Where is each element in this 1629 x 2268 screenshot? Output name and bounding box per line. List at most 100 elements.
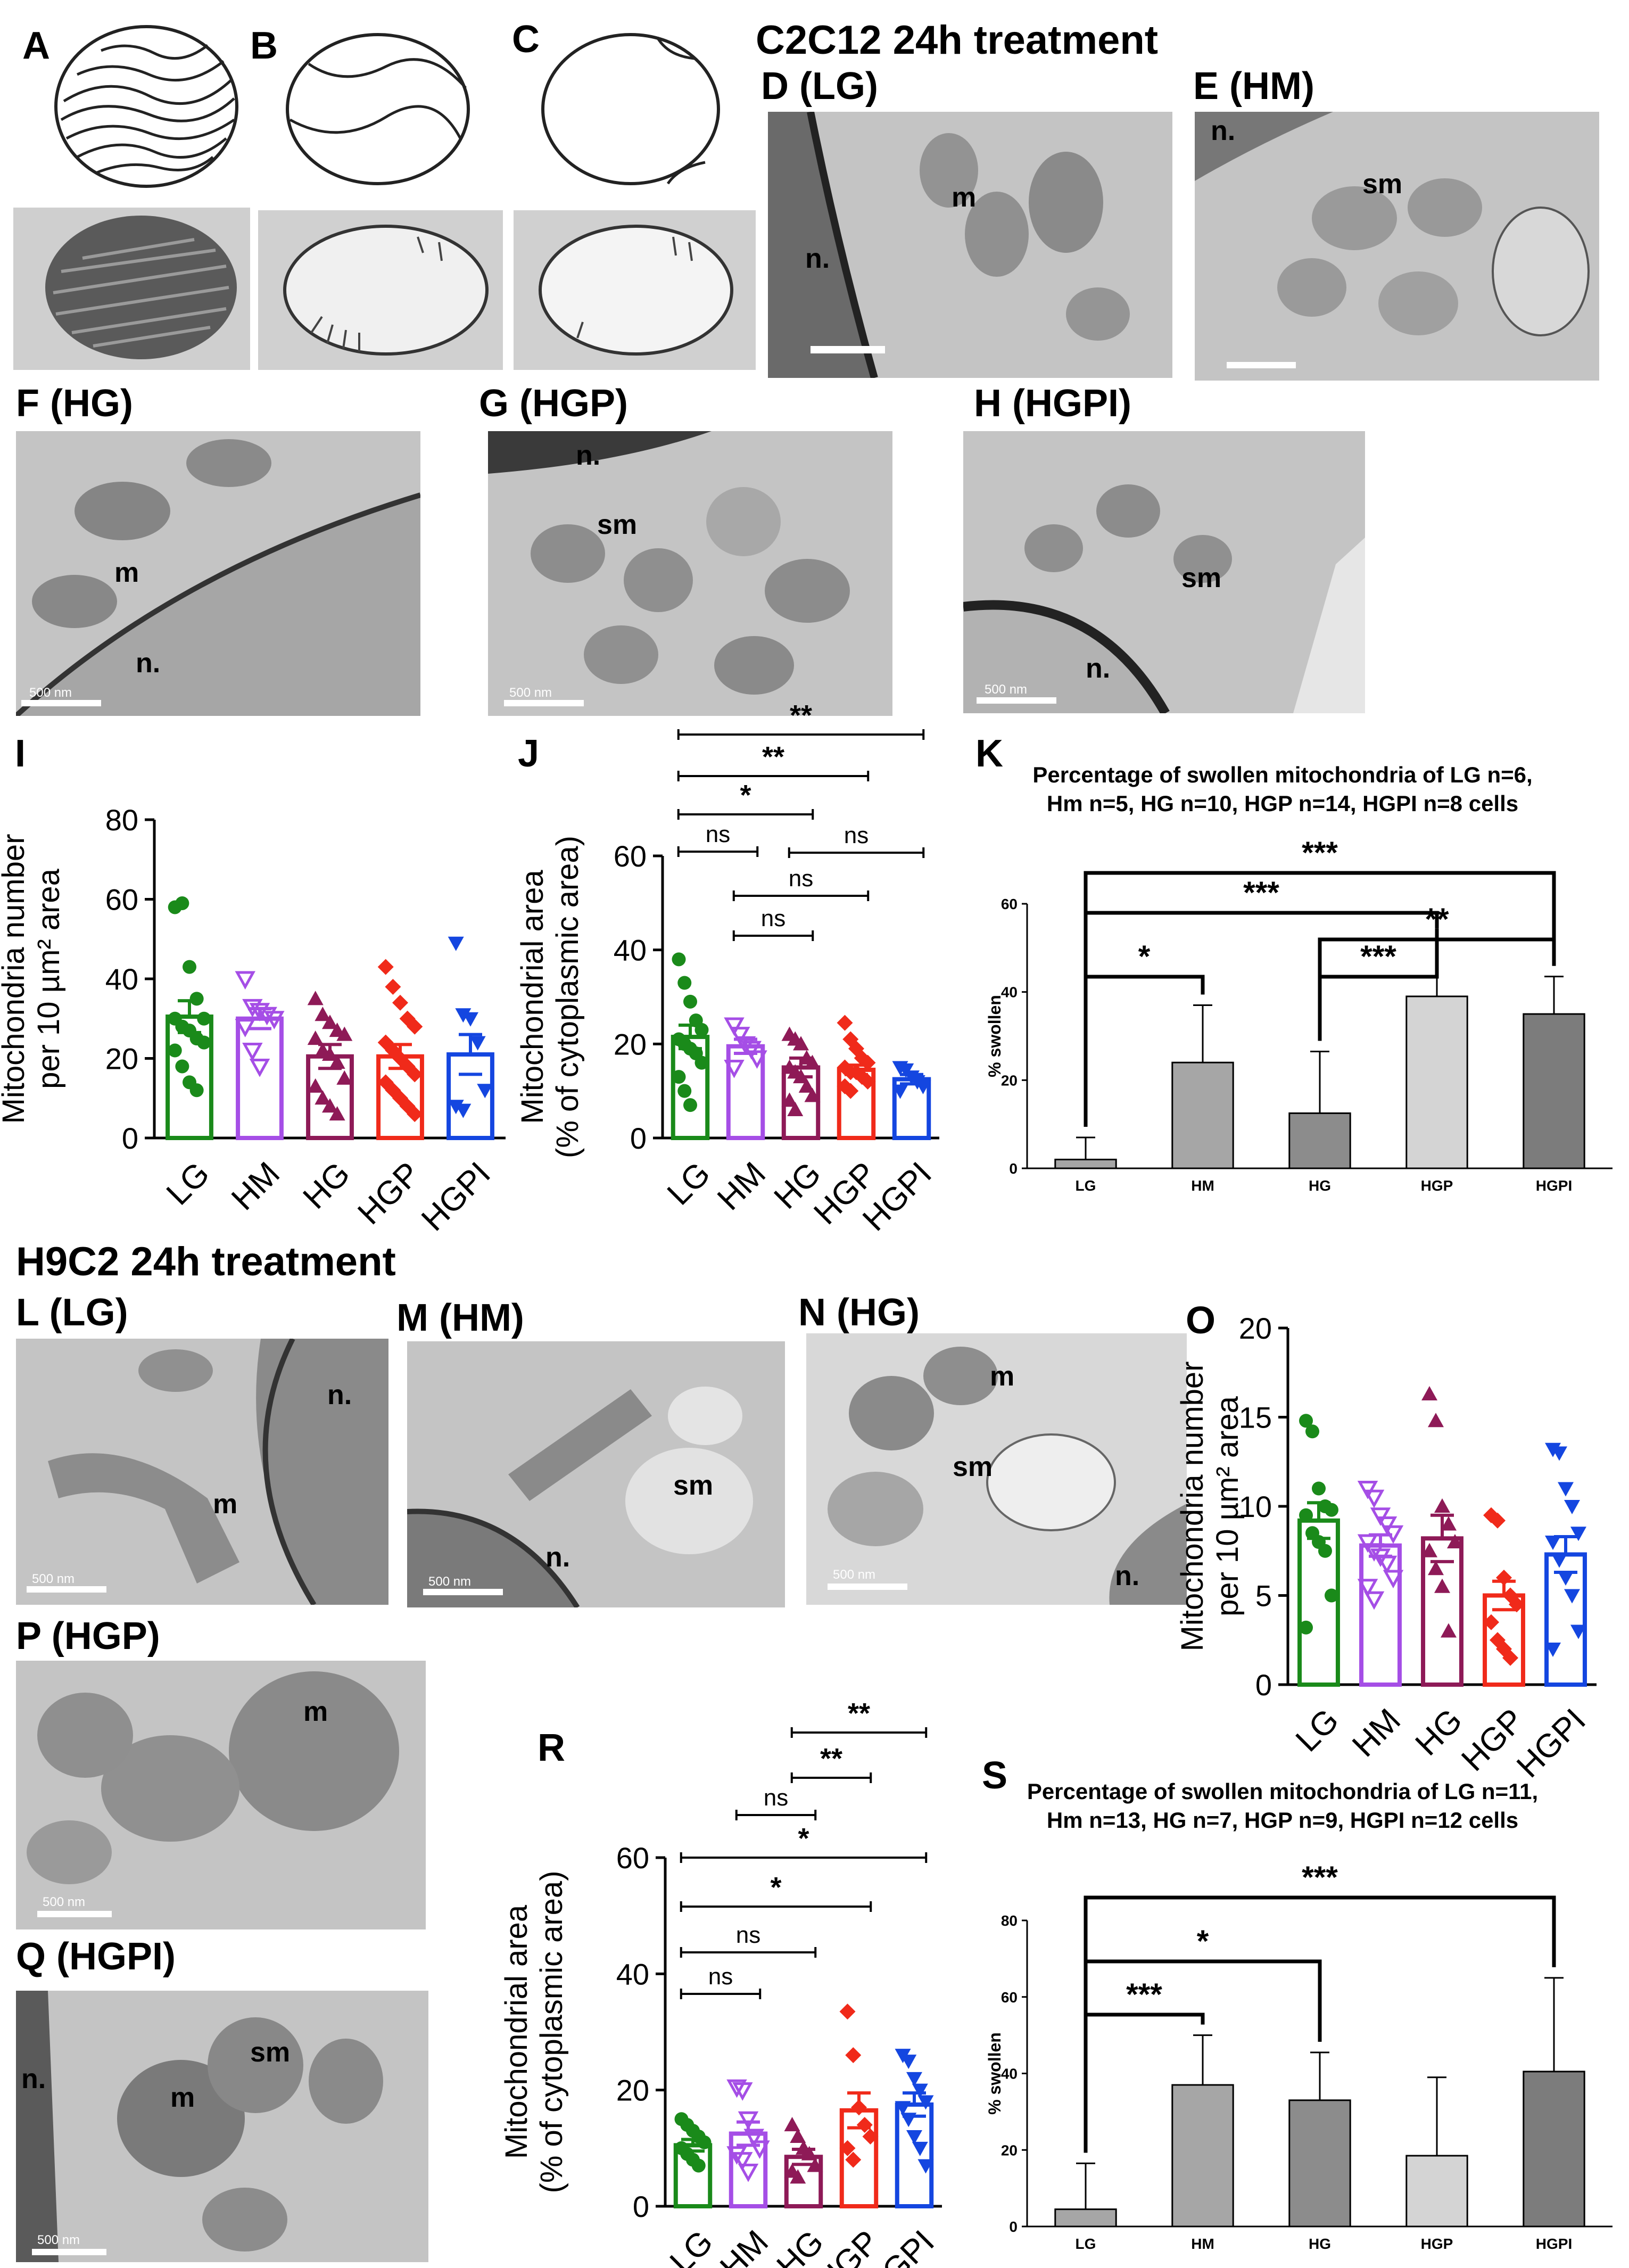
micrograph-e-label-sm: sm bbox=[1362, 169, 1403, 200]
data-point bbox=[1376, 1555, 1398, 1574]
y-tick-label: 20 bbox=[1001, 1072, 1018, 1088]
micrograph-e-label-n: n. bbox=[1211, 116, 1236, 146]
micrograph-f-label-n: n. bbox=[136, 648, 161, 679]
data-point bbox=[1324, 1503, 1338, 1517]
micrograph-m: sm n. 500 nm bbox=[407, 1341, 785, 1607]
y-tick-label: 20 bbox=[1239, 1312, 1272, 1345]
chart-i: 0 20 40 60 80 Mitochondria number per 10 µm² a… bbox=[0, 803, 506, 1238]
significance-label: * bbox=[740, 779, 751, 811]
bar bbox=[1054, 1158, 1117, 1169]
micrograph-n-label-n: n. bbox=[1115, 1561, 1140, 1591]
micrograph-m-scale: 500 nm bbox=[428, 1574, 472, 1589]
x-tick-label: HGP bbox=[1421, 1177, 1453, 1194]
micrograph-e: n. sm bbox=[1195, 112, 1599, 381]
data-point bbox=[842, 1083, 859, 1099]
data-point bbox=[724, 1017, 745, 1036]
micrograph-d-label-m: m bbox=[952, 182, 977, 213]
panel-label-q: Q (HGPI) bbox=[16, 1935, 176, 1978]
data-point bbox=[1545, 1536, 1561, 1550]
data-point bbox=[677, 976, 692, 990]
data-point bbox=[242, 1043, 263, 1061]
data-point bbox=[322, 1046, 338, 1061]
panel-label-m: M (HM) bbox=[396, 1297, 524, 1339]
schematic-b-cristae bbox=[289, 58, 467, 139]
bar bbox=[1171, 2084, 1234, 2228]
data-point bbox=[1496, 1570, 1512, 1586]
data-point bbox=[917, 2159, 934, 2174]
schematic-c bbox=[541, 33, 720, 185]
data-point bbox=[892, 1084, 908, 1099]
data-point bbox=[1428, 1413, 1444, 1428]
data-point bbox=[804, 1087, 821, 1102]
significance-label: * bbox=[798, 1822, 809, 1854]
data-point bbox=[1383, 1570, 1404, 1589]
data-point bbox=[1570, 1624, 1586, 1639]
panel-label-n: N (HG) bbox=[798, 1291, 920, 1334]
data-point bbox=[915, 1079, 931, 1094]
chart-title: Percentage of swollen mitochondria of LG… bbox=[1027, 1779, 1538, 1804]
data-point bbox=[1421, 1385, 1438, 1400]
panel-label-j: J bbox=[518, 732, 540, 775]
y-axis-label: Mitochondria number bbox=[1175, 1362, 1210, 1652]
data-point bbox=[793, 1036, 809, 1051]
micrograph-g-label-sm: sm bbox=[597, 509, 638, 540]
data-point bbox=[1440, 1516, 1457, 1531]
data-point bbox=[900, 2113, 917, 2127]
data-point bbox=[801, 2146, 817, 2160]
x-tick-label: HGP bbox=[351, 1155, 427, 1232]
significance-label: * bbox=[1138, 939, 1151, 974]
data-point bbox=[448, 936, 464, 951]
y-axis-label: % swollen bbox=[985, 2032, 1004, 2115]
data-point bbox=[683, 994, 697, 1009]
bar bbox=[1421, 1536, 1463, 1687]
significance-label: *** bbox=[1302, 1860, 1338, 1895]
micrograph-q: sm m n. 500 nm bbox=[16, 1991, 428, 2262]
significance-label: ** bbox=[848, 1697, 870, 1729]
panel-label-d: D (LG) bbox=[761, 65, 878, 108]
y-tick-label: 10 bbox=[1239, 1490, 1272, 1523]
micrograph-q-label-m: m bbox=[170, 2082, 195, 2113]
significance-label: ns bbox=[789, 865, 813, 892]
header-c2c12: C2C12 24h treatment bbox=[756, 18, 1159, 63]
data-point bbox=[407, 1066, 423, 1083]
data-point bbox=[235, 1019, 255, 1037]
y-tick-label: 5 bbox=[1255, 1579, 1272, 1613]
data-point bbox=[839, 2140, 856, 2156]
data-point bbox=[329, 1106, 345, 1121]
data-point bbox=[197, 1035, 211, 1050]
y-tick-label: 40 bbox=[616, 1957, 649, 1991]
panel-label-l: L (LG) bbox=[16, 1291, 128, 1334]
micrograph-g: n. sm 500 nm bbox=[488, 431, 892, 716]
micrograph-m-label-n: n. bbox=[545, 1542, 570, 1573]
significance-bracket bbox=[1084, 975, 1205, 1127]
data-point bbox=[732, 2152, 753, 2171]
data-point bbox=[1299, 1414, 1313, 1428]
data-point bbox=[392, 994, 408, 1011]
micrograph-f-scale: 500 nm bbox=[29, 686, 72, 700]
data-point bbox=[1434, 1498, 1450, 1513]
chart-title: Hm n=13, HG n=7, HGP n=9, HGPI n=12 cell… bbox=[1047, 1808, 1518, 1833]
data-point bbox=[845, 2151, 862, 2168]
micrograph-h-scale: 500 nm bbox=[985, 682, 1028, 697]
data-point bbox=[691, 2158, 706, 2173]
significance-label: ns bbox=[736, 1922, 760, 1948]
data-point bbox=[917, 2095, 934, 2110]
data-point bbox=[377, 1074, 394, 1091]
data-point bbox=[1324, 1588, 1338, 1603]
bar bbox=[1288, 2099, 1351, 2228]
data-point bbox=[1434, 1578, 1450, 1593]
micrograph-f: m n. 500 nm bbox=[16, 431, 420, 716]
y-tick-label: 40 bbox=[105, 962, 138, 996]
data-point bbox=[730, 1027, 750, 1045]
y-tick-label: 0 bbox=[1009, 1160, 1018, 1177]
micrograph-g-label-n: n. bbox=[576, 440, 601, 471]
data-point bbox=[307, 1030, 324, 1045]
x-tick-label: HM bbox=[710, 1155, 773, 1217]
chart-r: 0 20 40 60 Mitochondrial area (% of cytoplasm… bbox=[499, 1697, 942, 2268]
micrograph-l-label-n: n. bbox=[327, 1380, 352, 1411]
x-tick-label: HG bbox=[1309, 1177, 1331, 1194]
micrograph-p-scale: 500 nm bbox=[43, 1895, 86, 1909]
y-tick-label: 20 bbox=[616, 2074, 649, 2107]
data-point bbox=[1558, 1482, 1574, 1497]
data-point bbox=[1551, 1446, 1568, 1461]
